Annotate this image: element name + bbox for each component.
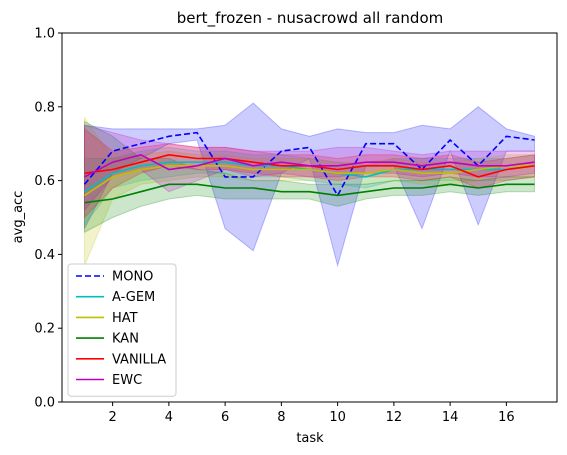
y-axis-label: avg_acc — [11, 191, 26, 244]
legend-label: KAN — [112, 332, 139, 347]
y-tick-label: 0.0 — [34, 396, 55, 411]
x-tick-label: 12 — [386, 410, 403, 425]
legend-label: EWC — [112, 373, 142, 388]
y-axis: 0.0 0.2 0.4 0.6 0.8 1.0 — [34, 27, 62, 411]
x-axis: 2 4 6 8 10 12 14 16 — [108, 402, 515, 425]
y-tick-label: 1.0 — [34, 27, 55, 42]
hat-line — [84, 165, 535, 197]
x-tick-label: 6 — [221, 410, 229, 425]
kan-line — [84, 183, 535, 204]
confidence-bands — [84, 102, 535, 268]
x-axis-label: task — [296, 431, 324, 446]
chart-title: bert_frozen - nusacrowd all random — [177, 9, 443, 28]
ewc-band — [84, 124, 535, 212]
mono-line — [83, 131, 535, 198]
legend-label: VANILLA — [112, 352, 166, 367]
y-tick-label: 0.6 — [34, 174, 55, 189]
x-tick-label: 16 — [498, 410, 515, 425]
legend-label: A-GEM — [112, 290, 155, 305]
x-tick-label: 4 — [165, 410, 173, 425]
x-tick-label: 2 — [108, 410, 116, 425]
ewc-line — [84, 153, 535, 178]
plot-frame — [61, 32, 558, 403]
legend-label: HAT — [112, 311, 138, 326]
y-tick-label: 0.2 — [34, 322, 55, 337]
hat-band — [84, 116, 535, 266]
legend: MONO A-GEM HAT KAN VANILLA EWC — [67, 263, 177, 397]
vanilla-band — [84, 127, 535, 219]
kan-band — [84, 120, 535, 234]
y-tick-label: 0.4 — [34, 248, 55, 263]
series-lines — [83, 131, 535, 204]
x-tick-label: 8 — [277, 410, 285, 425]
x-tick-label: 14 — [442, 410, 459, 425]
a-gem-band — [84, 146, 535, 227]
y-tick-label: 0.8 — [34, 100, 55, 115]
x-tick-label: 10 — [329, 410, 346, 425]
mono-band — [84, 102, 535, 268]
legend-label: MONO — [112, 270, 153, 285]
